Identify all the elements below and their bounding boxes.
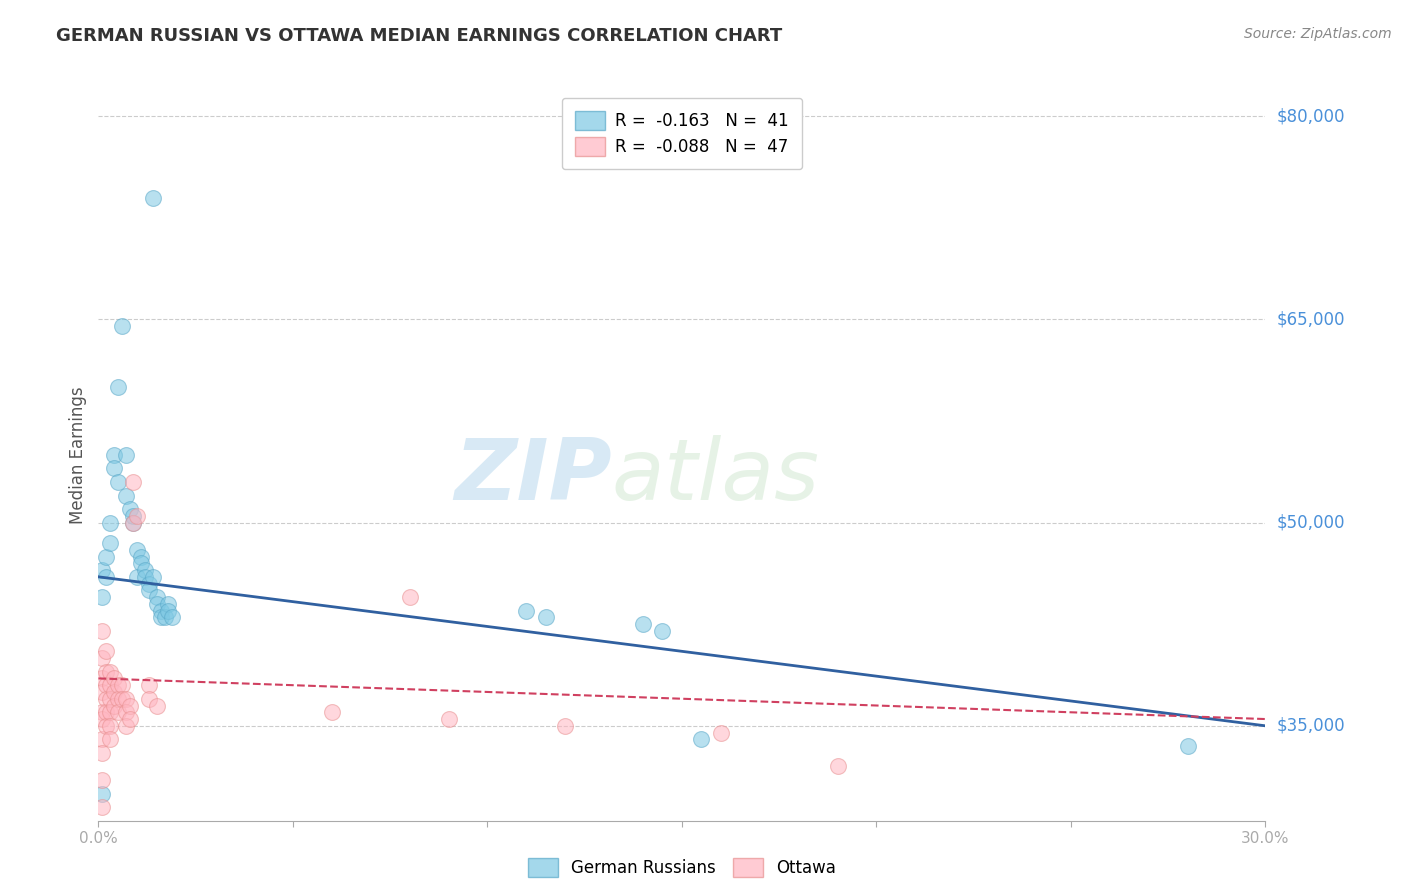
Point [157,604,180,618]
Point [96,549,118,564]
Point [98,516,121,530]
Point [127,508,149,523]
Point [122,516,145,530]
Point [515,604,537,618]
Point [554,719,576,733]
Point [91,800,114,814]
Point [162,610,184,624]
Point [91,772,114,787]
Point [91,787,114,801]
Point [103,698,125,713]
Point [651,624,673,638]
Point [107,691,129,706]
Point [96,570,118,584]
Point [91,624,114,638]
Point [114,448,136,462]
Point [138,583,160,598]
Point [149,610,172,624]
Text: Source: ZipAtlas.com: Source: ZipAtlas.com [1244,27,1392,41]
Point [129,556,152,570]
Point [534,610,557,624]
Point [710,725,733,739]
Point [118,712,141,726]
Point [91,685,114,699]
Point [107,706,129,720]
Point [103,672,125,686]
Point [146,597,169,611]
Point [107,475,129,489]
Point [103,685,125,699]
Point [98,665,121,679]
Point [114,719,136,733]
Point [134,570,156,584]
Point [118,698,141,713]
Point [321,706,343,720]
Point [122,508,145,523]
Point [91,590,114,604]
Point [111,319,134,334]
Point [114,489,136,503]
Point [134,563,156,577]
Text: $65,000: $65,000 [1277,310,1346,328]
Point [122,516,145,530]
Text: atlas: atlas [612,435,820,518]
Point [114,706,136,720]
Point [91,712,114,726]
Point [91,563,114,577]
Text: $50,000: $50,000 [1277,514,1346,532]
Point [127,542,149,557]
Text: $80,000: $80,000 [1277,107,1346,125]
Text: ZIP: ZIP [454,435,612,518]
Point [157,597,180,611]
Point [153,610,176,624]
Point [146,698,169,713]
Point [96,665,118,679]
Point [91,672,114,686]
Point [122,475,145,489]
Point [96,719,118,733]
Point [96,691,118,706]
Point [103,448,125,462]
Point [437,712,460,726]
Point [127,570,149,584]
Point [398,590,420,604]
Point [111,691,134,706]
Point [149,604,172,618]
Text: $35,000: $35,000 [1277,717,1346,735]
Point [107,678,129,692]
Point [146,590,169,604]
Point [91,746,114,760]
Point [118,502,141,516]
Point [96,706,118,720]
Point [98,678,121,692]
Point [91,651,114,665]
Point [114,691,136,706]
Point [98,719,121,733]
Point [690,732,713,747]
Point [631,617,654,632]
Point [91,732,114,747]
Point [138,678,160,692]
Point [96,678,118,692]
Point [129,549,152,564]
Point [138,576,160,591]
Point [107,380,129,394]
Point [98,536,121,550]
Point [98,706,121,720]
Legend: German Russians, Ottawa: German Russians, Ottawa [520,849,844,886]
Point [91,706,114,720]
Point [98,691,121,706]
Point [103,461,125,475]
Point [142,570,165,584]
Point [111,678,134,692]
Point [1177,739,1199,753]
Text: GERMAN RUSSIAN VS OTTAWA MEDIAN EARNINGS CORRELATION CHART: GERMAN RUSSIAN VS OTTAWA MEDIAN EARNINGS… [56,27,783,45]
Point [96,644,118,658]
Point [142,190,165,204]
Point [98,732,121,747]
Point [827,759,849,773]
Y-axis label: Median Earnings: Median Earnings [69,386,87,524]
Point [138,691,160,706]
